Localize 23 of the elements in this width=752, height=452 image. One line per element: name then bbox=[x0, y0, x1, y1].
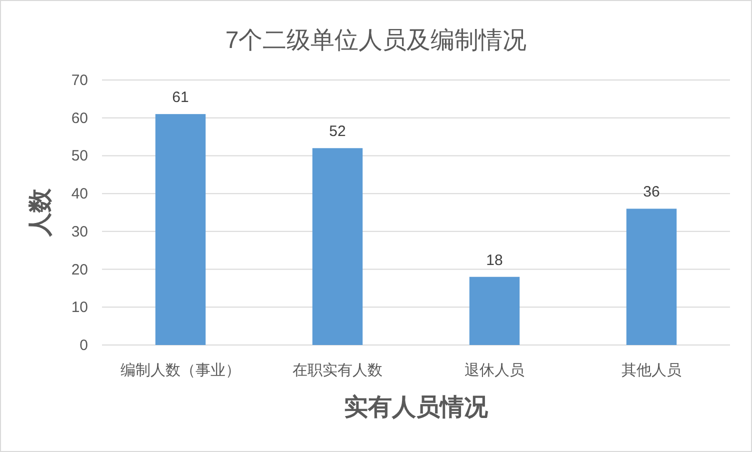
bar bbox=[155, 114, 206, 345]
y-tick-label: 60 bbox=[71, 110, 88, 127]
data-label: 52 bbox=[329, 123, 346, 140]
y-tick-label: 20 bbox=[71, 261, 88, 278]
data-label: 18 bbox=[486, 252, 503, 269]
x-tick-label: 退休人员 bbox=[464, 362, 524, 379]
y-tick-label: 50 bbox=[71, 148, 88, 165]
y-axis-title: 人数 bbox=[28, 188, 54, 238]
y-tick-label: 30 bbox=[71, 223, 88, 240]
y-tick-label: 40 bbox=[71, 186, 88, 203]
bar bbox=[469, 276, 520, 345]
bar bbox=[626, 208, 677, 345]
x-tick-label: 在职实有人数 bbox=[292, 362, 382, 379]
chart-title: 7个二级单位人员及编制情况 bbox=[225, 27, 527, 54]
bar bbox=[312, 148, 363, 345]
x-axis-title: 实有人员情况 bbox=[344, 394, 489, 421]
y-tick-label: 0 bbox=[80, 337, 88, 354]
y-tick-label: 70 bbox=[71, 72, 88, 89]
x-tick-label: 编制人数（事业） bbox=[120, 362, 240, 379]
data-label: 61 bbox=[172, 89, 189, 106]
y-tick-label: 10 bbox=[71, 299, 88, 316]
x-tick-label: 其他人员 bbox=[622, 362, 682, 379]
data-label: 36 bbox=[643, 184, 660, 201]
